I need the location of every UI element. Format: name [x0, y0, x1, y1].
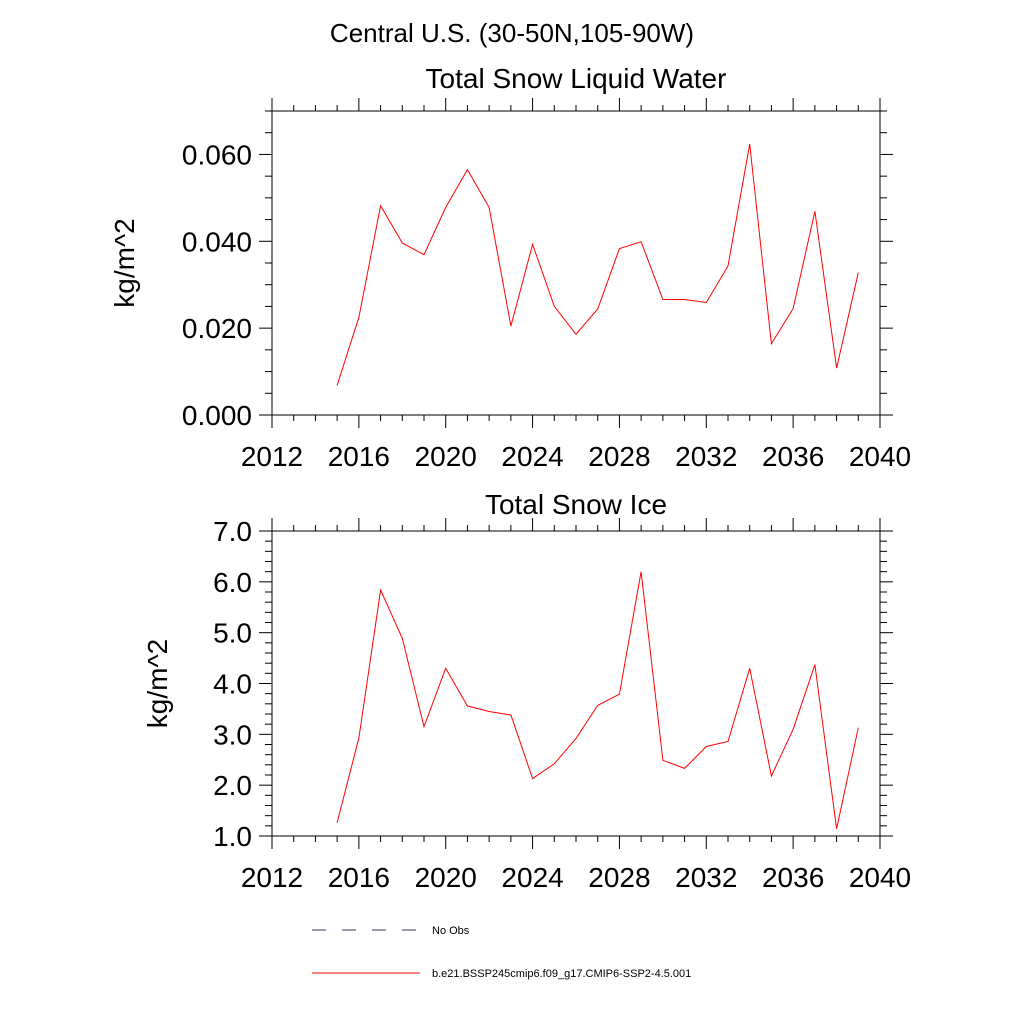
x-tick-label: 2032	[675, 441, 737, 472]
x-tick-label: 2036	[762, 441, 824, 472]
x-tick-label: 2020	[415, 441, 477, 472]
y-tick-label: 6.0	[213, 567, 252, 598]
x-tick-label: 2016	[328, 441, 390, 472]
x-tick-label: 2020	[415, 862, 477, 893]
x-tick-label: 2024	[501, 862, 563, 893]
chart-title: Total Snow Liquid Water	[426, 63, 727, 94]
y-tick-label: 3.0	[213, 719, 252, 750]
y-axis-label: kg/m^2	[142, 639, 173, 728]
y-tick-label: 5.0	[213, 618, 252, 649]
y-tick-label: 0.000	[182, 400, 252, 431]
x-tick-label: 2028	[588, 862, 650, 893]
legend: No Obs b.e21.BSSP245cmip6.f09_g17.CMIP6-…	[312, 925, 691, 980]
x-tick-label: 2012	[241, 862, 303, 893]
chart-title: Total Snow Ice	[485, 489, 667, 520]
x-tick-label: 2040	[849, 441, 911, 472]
y-tick-label: 2.0	[213, 770, 252, 801]
plot-frame	[271, 110, 881, 416]
panel-snow-ice: Total Snow Ice kg/m^2 2012 2016 2020 2024 2028…	[142, 489, 911, 893]
x-tick-label: 2012	[241, 441, 303, 472]
y-tick-label: 1.0	[213, 821, 252, 852]
x-tick-label: 2040	[849, 862, 911, 893]
panel-snow-liquid-water: Total Snow Liquid Water kg/m^2 2012 2016 202…	[109, 63, 911, 472]
y-axis-label: kg/m^2	[109, 218, 140, 307]
series-line	[336, 143, 859, 386]
x-tick-label: 2016	[328, 862, 390, 893]
legend-label-model: b.e21.BSSP245cmip6.f09_g17.CMIP6-SSP2-4.…	[432, 968, 691, 980]
series-line	[336, 571, 859, 830]
plot-frame	[271, 530, 881, 837]
x-tick-label: 2032	[675, 862, 737, 893]
y-tick-label: 0.060	[182, 139, 252, 170]
legend-label-no-obs: No Obs	[432, 925, 470, 937]
y-tick-label: 7.0	[213, 516, 252, 547]
x-tick-label: 2036	[762, 862, 824, 893]
x-tick-label: 2028	[588, 441, 650, 472]
y-tick-label: 4.0	[213, 669, 252, 700]
x-tick-label: 2024	[501, 441, 563, 472]
figure-suptitle: Central U.S. (30-50N,105-90W)	[330, 18, 694, 48]
y-tick-label: 0.020	[182, 313, 252, 344]
y-tick-label: 0.040	[182, 226, 252, 257]
